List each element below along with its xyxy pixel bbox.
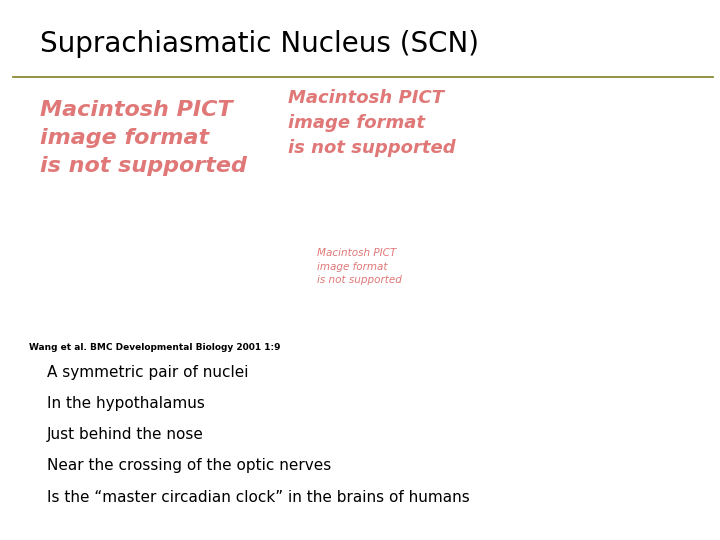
- Text: A symmetric pair of nuclei: A symmetric pair of nuclei: [47, 364, 248, 380]
- Text: Macintosh PICT
image format
is not supported: Macintosh PICT image format is not suppo…: [288, 89, 456, 157]
- Text: Wang et al. BMC Developmental Biology 2001 1:9: Wang et al. BMC Developmental Biology 20…: [29, 343, 280, 352]
- Text: Macintosh PICT
image format
is not supported: Macintosh PICT image format is not suppo…: [40, 100, 246, 176]
- Text: Is the “master circadian clock” in the brains of humans: Is the “master circadian clock” in the b…: [47, 490, 469, 505]
- Text: In the hypothalamus: In the hypothalamus: [47, 396, 204, 411]
- Text: Near the crossing of the optic nerves: Near the crossing of the optic nerves: [47, 458, 331, 474]
- Text: Macintosh PICT
image format
is not supported: Macintosh PICT image format is not suppo…: [317, 248, 402, 285]
- Text: Suprachiasmatic Nucleus (SCN): Suprachiasmatic Nucleus (SCN): [40, 30, 479, 58]
- Text: Just behind the nose: Just behind the nose: [47, 427, 204, 442]
